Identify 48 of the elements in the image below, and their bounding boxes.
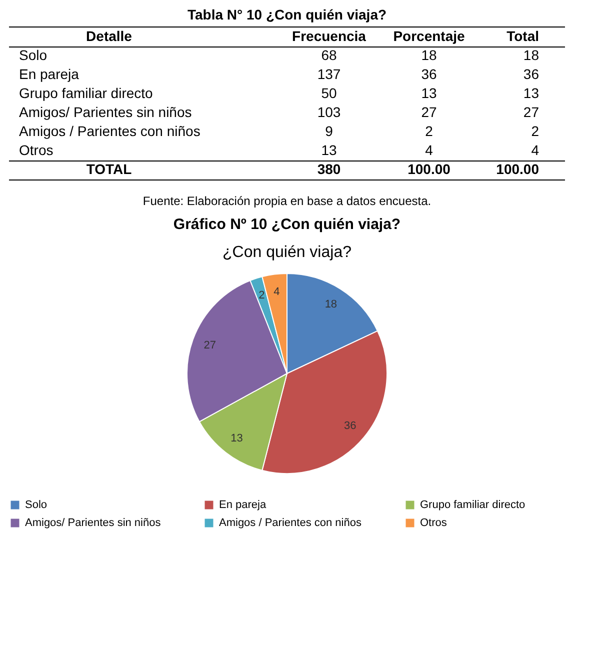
text: TOTAL xyxy=(86,161,132,177)
legend-label: Amigos / Parientes con niños xyxy=(219,517,362,529)
text: Gráfico Nº 10 ¿Con quién viaja? xyxy=(173,216,401,233)
text: 4 xyxy=(425,142,434,158)
text: Frecuencia xyxy=(292,28,366,44)
text: En pareja xyxy=(19,66,80,82)
text: Grupo familiar directo xyxy=(19,85,154,101)
text: 27 xyxy=(421,104,437,120)
text: 50 xyxy=(321,85,337,101)
data-label: 2 xyxy=(258,290,265,302)
text: 13 xyxy=(421,85,437,101)
data-label: 36 xyxy=(344,420,356,432)
text: Amigos/ Parientes sin niños xyxy=(19,104,192,120)
text: Tabla N° 10 ¿Con quién viaja? xyxy=(187,6,387,22)
text: 9 xyxy=(325,123,334,139)
text: 27 xyxy=(523,104,540,120)
text: Otros xyxy=(19,142,54,158)
text: 36 xyxy=(523,66,540,82)
legend-label: Grupo familiar directo xyxy=(420,499,526,511)
text: 13 xyxy=(523,85,540,101)
text: 2 xyxy=(425,123,434,139)
data-label: 27 xyxy=(204,340,216,352)
data-label: 4 xyxy=(274,286,280,298)
legend-label: Amigos/ Parientes sin niños xyxy=(25,517,162,529)
text: Total xyxy=(506,28,539,44)
data-label: 18 xyxy=(324,298,338,310)
text: Porcentaje xyxy=(393,28,466,44)
text: 100.00 xyxy=(408,161,451,177)
legend-label: Otros xyxy=(420,517,448,529)
text: Detalle xyxy=(86,28,132,44)
text: 18 xyxy=(523,47,540,63)
text: 2 xyxy=(531,123,540,139)
text: 68 xyxy=(321,47,337,63)
text: 13 xyxy=(321,142,337,158)
data-label: 13 xyxy=(230,432,243,444)
text: 380 xyxy=(317,161,341,177)
text: 137 xyxy=(317,66,341,82)
text: 4 xyxy=(531,142,540,158)
text: 36 xyxy=(421,66,437,82)
source-note: Fuente: Elaboración propia en base a datos encuesta. xyxy=(142,194,432,208)
text: Amigos / Parientes con niños xyxy=(19,123,200,139)
legend-label: En pareja xyxy=(219,499,267,511)
text: 100.00 xyxy=(496,161,540,177)
text: 103 xyxy=(317,104,341,120)
text: Solo xyxy=(19,47,48,63)
chart-title: ¿Con quién viaja? xyxy=(222,244,352,261)
text: 18 xyxy=(421,47,437,63)
legend-label: Solo xyxy=(25,499,48,511)
